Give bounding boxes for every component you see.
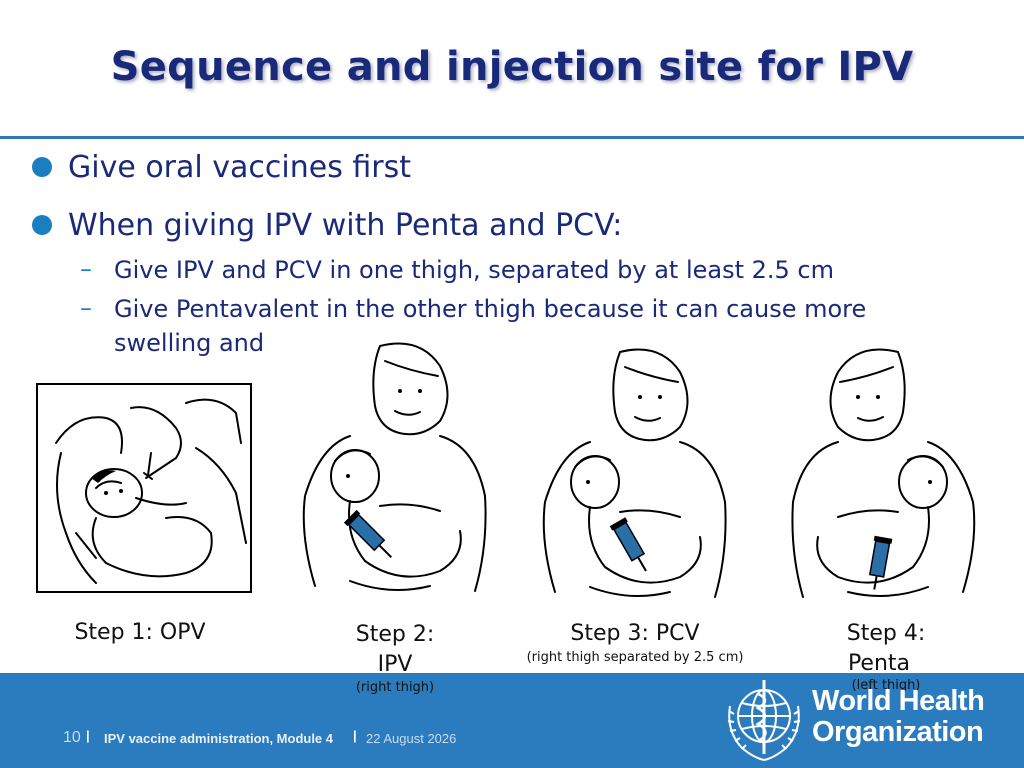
step3-note: (right thigh separated by 2.5 cm) <box>526 650 744 665</box>
step2-caption: Step 2: IPV <box>340 620 450 680</box>
penta-illustration <box>791 348 976 598</box>
bullet-ipv: When giving IPV with Penta and PCV: <box>68 208 623 243</box>
page-number: 10 <box>63 729 81 746</box>
step4-caption-line1: Step 4: <box>846 621 926 646</box>
step2-note: (right thigh) <box>355 680 435 695</box>
sub-bullet-dash: – <box>80 255 92 283</box>
step4-note: (left thigh) <box>851 678 921 693</box>
sub-bullet-penta-cont: swelling and <box>114 329 265 357</box>
step1-caption: Step 1: OPV <box>74 620 206 645</box>
bullet-dot <box>32 157 52 177</box>
bullet-oral: Give oral vaccines first <box>68 150 411 185</box>
who-wordmark: World Health Organization <box>812 685 985 748</box>
syringe-icon <box>609 517 647 572</box>
syringe-icon <box>868 535 893 590</box>
step2-caption-line1: Step 2: <box>355 622 435 647</box>
bullet-dot <box>32 215 52 235</box>
course-name: IPV vaccine administration, Module 4 <box>104 731 334 746</box>
syringe-icon <box>343 509 392 558</box>
who-wordmark-line1: World Health <box>812 685 985 717</box>
ipv-illustration <box>302 342 487 592</box>
footer-separator: | <box>353 728 357 743</box>
footer-separator: | <box>86 728 90 743</box>
slide-title: Sequence and injection site for IPV <box>110 44 914 90</box>
who-emblem-icon <box>727 680 801 761</box>
step4-caption-line2: Penta <box>847 651 911 676</box>
opv-illustration <box>36 383 252 593</box>
step2-caption-line2: IPV <box>377 652 413 677</box>
pcv-illustration <box>542 348 727 598</box>
who-wordmark-line2: Organization <box>812 716 984 748</box>
sub-bullet-penta: Give Pentavalent in the other thigh beca… <box>114 295 867 323</box>
step4-caption: Step 4: Penta <box>826 619 946 679</box>
title-divider <box>0 136 1024 139</box>
footer-date: 22 August 2026 <box>366 731 457 746</box>
step3-caption: Step 3: PCV <box>570 621 700 646</box>
footer-bar <box>0 673 1024 768</box>
sub-bullet-thigh: Give IPV and PCV in one thigh, separated… <box>114 256 834 284</box>
sub-bullet-dash: – <box>80 294 92 322</box>
